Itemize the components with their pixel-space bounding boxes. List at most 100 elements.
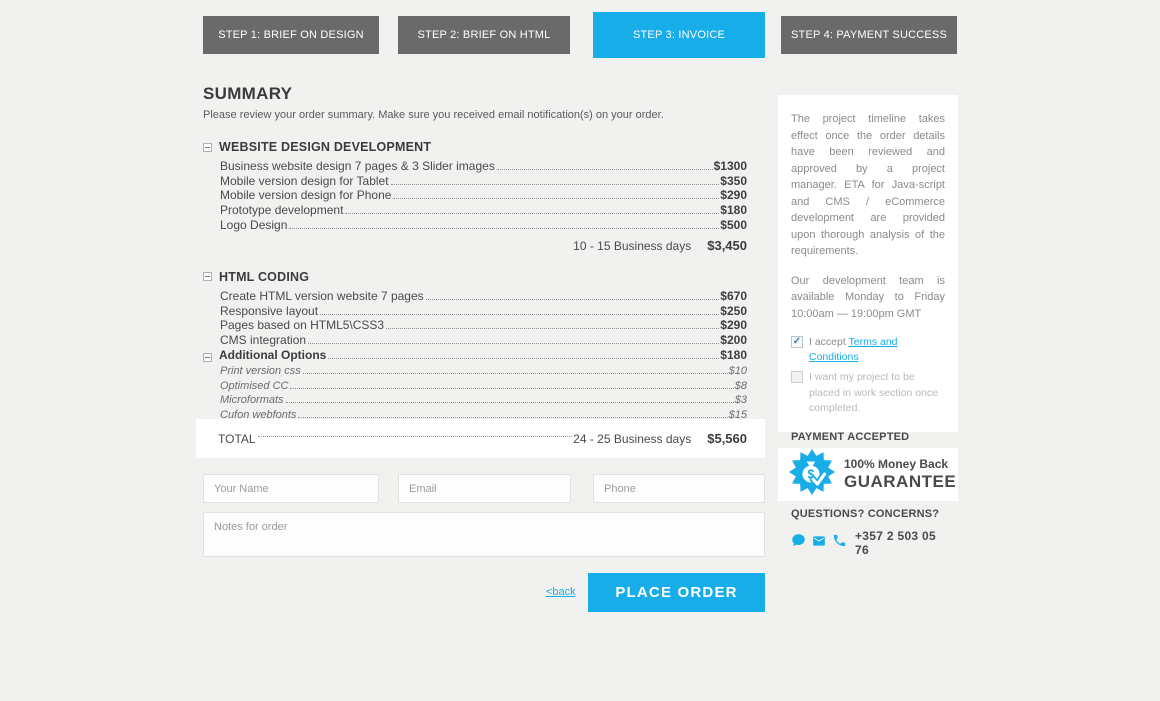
sub-option-item: Microformats $3 <box>220 392 765 407</box>
price-sections: WEBSITE DESIGN DEVELOPMENT Business webs… <box>203 140 765 442</box>
line-item: Business website design 7 pages & 3 Slid… <box>220 158 765 173</box>
section-website-design: WEBSITE DESIGN DEVELOPMENT Business webs… <box>203 140 765 253</box>
email-input[interactable] <box>398 474 571 503</box>
total-label: TOTAL <box>218 431 256 446</box>
dotted-leader <box>496 168 713 170</box>
dotted-leader <box>328 357 720 359</box>
subtotal-amount: $3,450 <box>707 237 747 253</box>
section-title: WEBSITE DESIGN DEVELOPMENT <box>219 140 432 154</box>
line-item: Prototype development $180 <box>220 202 765 217</box>
line-item: CMS integration $200 <box>220 332 765 347</box>
item-price: $8 <box>734 379 747 392</box>
item-label: Mobile version design for Tablet <box>220 173 389 188</box>
additional-options-row: Additional Options $180 <box>203 347 765 362</box>
item-label: Logo Design <box>220 217 288 232</box>
dotted-leader <box>298 417 728 419</box>
chat-icon[interactable] <box>791 533 806 553</box>
tab-label: STEP 4: PAYMENT SUCCESS <box>791 29 947 41</box>
dotted-leader <box>285 402 734 404</box>
dotted-leader <box>320 313 720 315</box>
contact-row: +357 2 503 05 76 <box>791 529 945 557</box>
dotted-leader <box>289 227 720 229</box>
dotted-leader <box>345 213 720 215</box>
item-label: Pages based on HTML5\CSS3 <box>220 318 385 333</box>
back-link[interactable]: <back <box>546 586 576 598</box>
work-section-checkbox-row: I want my project to be placed in work s… <box>791 370 945 416</box>
options-title: Additional Options <box>219 347 327 362</box>
phone-icon[interactable] <box>832 533 847 553</box>
item-price: $250 <box>720 303 747 318</box>
terms-label: I accept Terms and Conditions <box>809 335 945 365</box>
item-price: $350 <box>720 173 747 188</box>
item-label: CMS integration <box>220 333 307 348</box>
total-days: 24 - 25 Business days <box>573 431 692 446</box>
line-item: Mobile version design for Tablet $350 <box>220 173 765 188</box>
sub-option-item: Cufon webfonts $15 <box>220 406 765 421</box>
dotted-leader <box>257 436 573 437</box>
phone-number: +357 2 503 05 76 <box>855 529 936 558</box>
item-price: $1300 <box>713 158 747 173</box>
tab-step1-brief-on-design[interactable]: STEP 1: BRIEF ON DESIGN <box>203 16 379 54</box>
tab-step2-brief-on-html[interactable]: STEP 2: BRIEF ON HTML <box>398 16 570 54</box>
terms-checkbox-row: I accept Terms and Conditions <box>791 335 945 365</box>
page-subtitle: Please review your order summary. Make s… <box>203 109 664 121</box>
guarantee-line1: 100% Money Back <box>844 457 949 471</box>
item-label: Prototype development <box>220 203 344 218</box>
line-item: Responsive layout $250 <box>220 303 765 318</box>
dotted-leader <box>302 372 728 374</box>
item-price: $670 <box>720 288 747 303</box>
svg-text:$: $ <box>807 467 814 481</box>
item-price: $290 <box>720 188 747 203</box>
section-header: WEBSITE DESIGN DEVELOPMENT <box>203 140 765 154</box>
section-subtotal: 10 - 15 Business days $3,450 <box>220 238 765 253</box>
line-item: Mobile version design for Phone $290 <box>220 188 765 203</box>
collapse-icon[interactable] <box>203 272 212 282</box>
line-item: Pages based on HTML5\CSS3 $290 <box>220 318 765 333</box>
name-input[interactable] <box>203 474 379 503</box>
work-section-checkbox[interactable] <box>791 371 803 384</box>
terms-checkbox-checked[interactable] <box>791 336 803 348</box>
tab-label: STEP 3: INVOICE <box>632 29 726 41</box>
availability-note: Our development team is available Monday… <box>791 274 945 320</box>
item-label: Cufon webfonts <box>220 409 297 422</box>
guarantee-text: 100% Money Back GUARANTEE <box>844 457 956 492</box>
notes-input[interactable] <box>203 512 765 557</box>
item-price: $15 <box>728 409 747 422</box>
item-price: $200 <box>720 333 747 348</box>
sub-option-item: Optimised CC $8 <box>220 377 765 392</box>
dotted-leader <box>390 183 720 185</box>
terms-and-conditions-link[interactable]: Terms and Conditions <box>809 336 898 364</box>
item-label: Optimised CC <box>220 379 289 392</box>
total-amount: $5,560 <box>707 431 747 446</box>
item-label: Create HTML version website 7 pages <box>220 288 424 303</box>
collapse-icon[interactable] <box>203 352 212 362</box>
section-title: HTML CODING <box>219 269 310 284</box>
tab-step4-payment-success[interactable]: STEP 4: PAYMENT SUCCESS <box>781 16 957 54</box>
tab-label: STEP 2: BRIEF ON HTML <box>417 29 551 41</box>
item-label: Microformats <box>220 394 284 407</box>
item-price: $290 <box>720 318 747 333</box>
tab-label: STEP 1: BRIEF ON DESIGN <box>218 29 364 41</box>
section-header: HTML CODING <box>203 270 765 284</box>
work-section-label: I want my project to be placed in work s… <box>809 371 938 414</box>
dotted-leader <box>308 343 720 345</box>
place-order-button[interactable]: PLACE ORDER <box>588 573 765 612</box>
subtotal-days: 10 - 15 Business days <box>573 238 692 253</box>
total-row: TOTAL 24 - 25 Business days $5,560 <box>196 419 765 458</box>
phone-input[interactable] <box>593 474 765 503</box>
timeline-note: The project timeline takes effect once t… <box>791 113 945 257</box>
item-label: Mobile version design for Phone <box>220 188 392 203</box>
dotted-leader <box>425 298 720 300</box>
collapse-icon[interactable] <box>203 142 212 152</box>
tab-step3-invoice[interactable]: STEP 3: INVOICE <box>593 12 765 58</box>
mail-icon[interactable] <box>811 534 827 553</box>
item-price: $180 <box>720 203 747 218</box>
item-label: Business website design 7 pages & 3 Slid… <box>220 158 495 173</box>
guarantee-badge-icon: $ <box>789 449 835 500</box>
order-summary: SUMMARY Please review your order summary… <box>203 78 765 459</box>
money-back-guarantee-panel: $ 100% Money Back GUARANTEE <box>778 448 958 501</box>
sub-option-item: Print version css $10 <box>220 362 765 377</box>
item-label: Responsive layout <box>220 303 319 318</box>
options-price: $180 <box>720 347 747 362</box>
